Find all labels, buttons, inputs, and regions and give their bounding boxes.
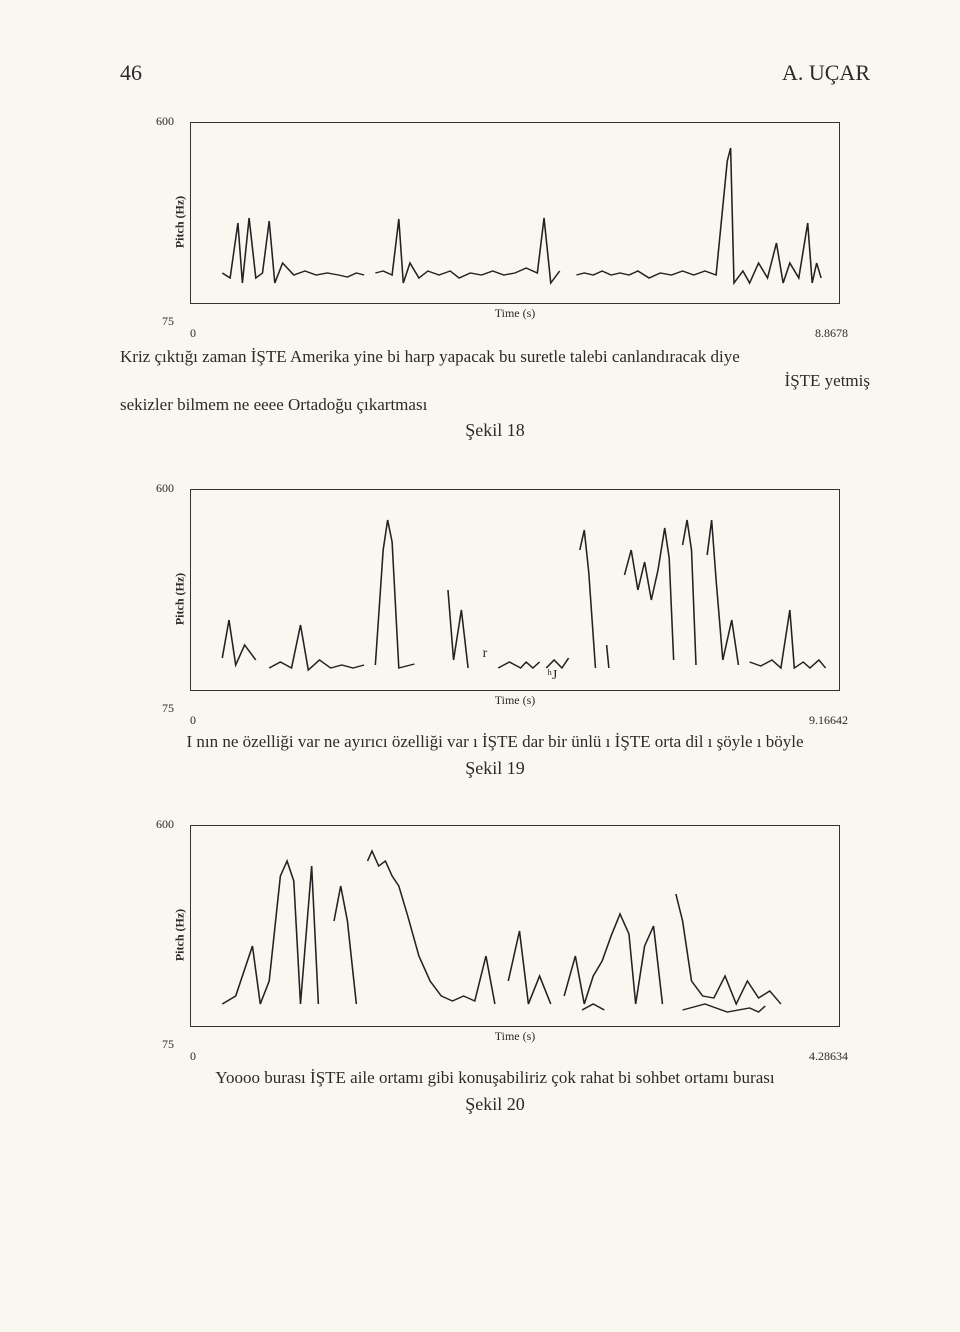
pitch-path bbox=[222, 851, 781, 1012]
y-tick-max: 600 bbox=[156, 817, 174, 832]
caption-line: Yoooo burası İŞTE aile ortamı gibi konuş… bbox=[120, 1066, 870, 1090]
annotation-hj: ʰJ bbox=[547, 668, 557, 684]
figure-19-block: 600 Pitch (Hz) 75 r ʰJ 0 9.16642 Time (s… bbox=[120, 489, 870, 779]
y-axis-label: Pitch (Hz) bbox=[173, 195, 188, 247]
chart-wrapper: 600 Pitch (Hz) 75 0 8.8678 Time (s) bbox=[190, 122, 840, 321]
pitch-path bbox=[222, 520, 825, 670]
x-axis-label: Time (s) bbox=[190, 1029, 840, 1044]
x-axis-label: Time (s) bbox=[190, 306, 840, 321]
x-tick-start: 0 bbox=[190, 1049, 196, 1064]
figure-18-block: 600 Pitch (Hz) 75 0 8.8678 Time (s) Kriz… bbox=[120, 122, 870, 441]
page-number: 46 bbox=[120, 60, 142, 86]
caption-line: Kriz çıktığı zaman İŞTE Amerika yine bi … bbox=[120, 345, 870, 369]
x-tick-end: 9.16642 bbox=[809, 713, 848, 728]
pitch-plot bbox=[191, 123, 839, 303]
y-tick-max: 600 bbox=[156, 114, 174, 129]
page: 46 A. UÇAR 600 Pitch (Hz) 75 0 8.8678 Ti… bbox=[0, 0, 960, 1332]
figure-caption: I nın ne özelliği var ne ayırıcı özelliğ… bbox=[120, 730, 870, 754]
figure-label: Şekil 19 bbox=[120, 758, 870, 779]
caption-line-right: İŞTE yetmiş bbox=[120, 369, 870, 393]
y-tick-min: 75 bbox=[162, 314, 174, 329]
y-tick-min: 75 bbox=[162, 701, 174, 716]
annotation-r: r bbox=[483, 646, 488, 662]
figure-20-block: 600 Pitch (Hz) 75 0 4.28634 Time (s) Yoo… bbox=[120, 825, 870, 1115]
figure-caption: Kriz çıktığı zaman İŞTE Amerika yine bi … bbox=[120, 345, 870, 416]
chart-wrapper: 600 Pitch (Hz) 75 0 4.28634 Time (s) bbox=[190, 825, 840, 1044]
chart-frame bbox=[190, 825, 840, 1027]
caption-line: sekizler bilmem ne eeee Ortadoğu çıkartm… bbox=[120, 393, 870, 417]
y-axis-label: Pitch (Hz) bbox=[173, 573, 188, 625]
page-header: 46 A. UÇAR bbox=[120, 60, 870, 86]
caption-line: I nın ne özelliği var ne ayırıcı özelliğ… bbox=[120, 730, 870, 754]
chart-frame: r ʰJ bbox=[190, 489, 840, 691]
y-tick-max: 600 bbox=[156, 481, 174, 496]
x-axis-label: Time (s) bbox=[190, 693, 840, 708]
figure-label: Şekil 18 bbox=[120, 420, 870, 441]
y-tick-min: 75 bbox=[162, 1037, 174, 1052]
chart-wrapper: 600 Pitch (Hz) 75 r ʰJ 0 9.16642 Time (s… bbox=[190, 489, 840, 708]
chart-frame bbox=[190, 122, 840, 304]
pitch-path bbox=[222, 148, 821, 283]
x-tick-end: 8.8678 bbox=[815, 326, 848, 341]
pitch-plot bbox=[191, 490, 839, 690]
y-axis-label: Pitch (Hz) bbox=[173, 909, 188, 961]
author-name: A. UÇAR bbox=[782, 60, 870, 86]
x-tick-end: 4.28634 bbox=[809, 1049, 848, 1064]
x-tick-start: 0 bbox=[190, 326, 196, 341]
figure-label: Şekil 20 bbox=[120, 1094, 870, 1115]
figure-caption: Yoooo burası İŞTE aile ortamı gibi konuş… bbox=[120, 1066, 870, 1090]
pitch-plot bbox=[191, 826, 839, 1026]
x-tick-start: 0 bbox=[190, 713, 196, 728]
